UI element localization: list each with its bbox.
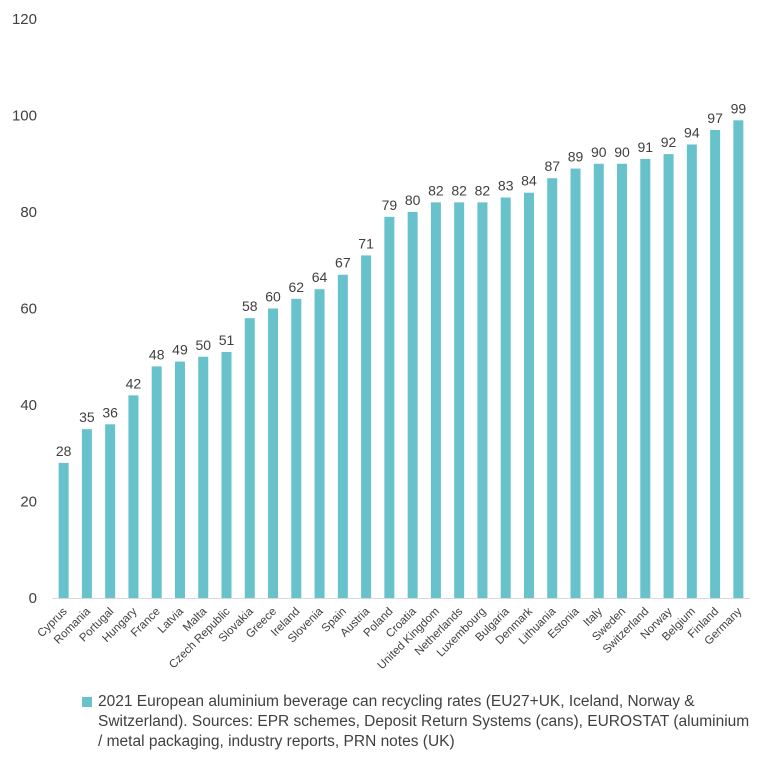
data-label: 71 xyxy=(358,235,374,251)
bar xyxy=(268,308,279,598)
bar xyxy=(384,216,395,598)
data-label: 79 xyxy=(382,197,398,213)
bar xyxy=(81,429,92,598)
bar xyxy=(314,289,325,598)
data-label: 90 xyxy=(591,144,607,160)
data-label: 83 xyxy=(498,178,514,194)
data-label: 64 xyxy=(312,269,328,285)
bar xyxy=(733,120,744,598)
legend-label: 2021 European aluminium beverage can rec… xyxy=(98,693,750,750)
data-label: 49 xyxy=(172,342,188,358)
bar xyxy=(547,178,558,598)
data-label: 82 xyxy=(451,182,467,198)
bar xyxy=(710,129,721,598)
bar xyxy=(105,424,116,598)
bar xyxy=(640,158,651,599)
y-tick-label: 60 xyxy=(20,301,37,318)
data-label: 50 xyxy=(195,337,211,353)
y-tick-label: 0 xyxy=(29,590,37,607)
bar xyxy=(570,168,581,598)
data-label: 42 xyxy=(126,375,142,391)
bar xyxy=(337,274,348,598)
bar xyxy=(686,144,697,598)
bar xyxy=(500,197,511,598)
data-label: 28 xyxy=(56,443,72,459)
bar xyxy=(430,202,441,598)
bar xyxy=(477,202,488,598)
data-label: 80 xyxy=(405,192,421,208)
bar xyxy=(58,462,69,598)
data-label: 87 xyxy=(544,158,560,174)
bar xyxy=(523,192,534,598)
data-label: 58 xyxy=(242,298,258,314)
legend: 2021 European aluminium beverage can rec… xyxy=(82,692,752,752)
legend-swatch xyxy=(82,697,92,707)
data-label: 91 xyxy=(638,139,654,155)
data-label: 82 xyxy=(428,182,444,198)
bar xyxy=(454,202,465,598)
y-tick-label: 20 xyxy=(20,494,37,511)
bar xyxy=(244,318,255,598)
bar xyxy=(128,395,139,598)
data-label: 35 xyxy=(79,409,95,425)
data-label: 67 xyxy=(335,255,351,271)
data-label: 99 xyxy=(731,100,747,116)
bar xyxy=(174,361,185,598)
y-tick-label: 100 xyxy=(12,108,37,125)
x-tick-label: Latvia xyxy=(156,605,187,636)
data-label: 84 xyxy=(521,173,537,189)
bar xyxy=(593,163,604,598)
data-label: 51 xyxy=(219,332,235,348)
data-label: 62 xyxy=(289,279,305,295)
bar xyxy=(221,351,232,598)
y-tick-label: 40 xyxy=(20,397,37,414)
bar xyxy=(361,255,372,599)
data-label: 94 xyxy=(684,124,700,140)
data-label: 97 xyxy=(707,110,723,126)
data-label: 92 xyxy=(661,134,677,150)
data-label: 82 xyxy=(475,182,491,198)
data-label: 60 xyxy=(265,289,281,305)
bar xyxy=(198,356,209,598)
bar xyxy=(291,298,302,598)
data-label: 90 xyxy=(614,144,630,160)
data-label: 89 xyxy=(568,149,584,165)
bar xyxy=(151,366,162,598)
y-tick-label: 80 xyxy=(20,204,37,221)
bar xyxy=(407,212,418,598)
data-label: 36 xyxy=(102,404,118,420)
bar xyxy=(617,163,628,598)
data-label: 48 xyxy=(149,346,165,362)
bar xyxy=(663,154,674,598)
y-tick-label: 120 xyxy=(12,11,37,28)
